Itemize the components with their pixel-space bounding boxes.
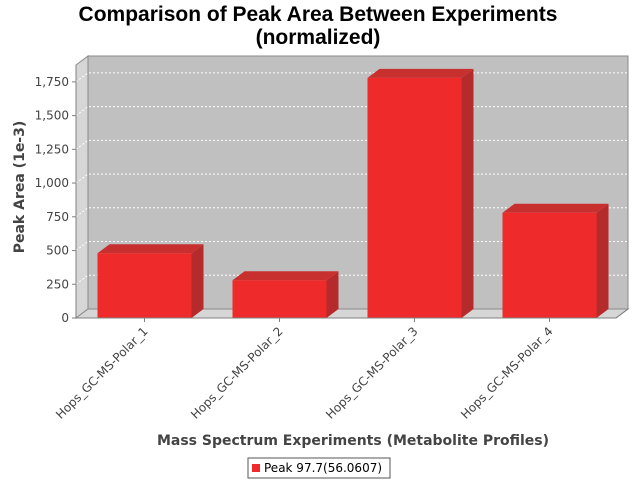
y-tick-label: 250 — [46, 277, 69, 291]
bar-top — [232, 271, 339, 281]
gridline — [75, 72, 628, 83]
bar-front — [502, 212, 597, 318]
bar-front — [97, 253, 192, 318]
bar-side — [596, 203, 609, 318]
legend-label: Peak 97.7(56.0607) — [264, 461, 382, 475]
y-axis: 0 250 500 750 1,000 1,250 1,500 1,750 — [35, 65, 77, 325]
gridline — [75, 106, 628, 116]
bars-group — [97, 68, 609, 318]
y-tick-label: 1,750 — [35, 75, 69, 89]
gridline — [75, 274, 628, 285]
bar-top — [367, 68, 474, 78]
chart-title-line-1: Comparison of Peak Area Between Experime… — [79, 3, 558, 26]
x-tick-label: Hops_GC-MS-Polar_3 — [323, 324, 421, 422]
bar-side — [191, 244, 204, 318]
x-axis-label: Mass Spectrum Experiments (Metabolite Pr… — [157, 433, 549, 449]
y-tick-label: 1,500 — [35, 109, 69, 123]
legend-box — [247, 457, 391, 479]
bar — [232, 271, 339, 318]
y-axis-label: Peak Area (1e-3) — [12, 121, 28, 254]
gridline — [75, 241, 628, 251]
bar — [97, 244, 204, 318]
bar-side — [461, 68, 474, 318]
x-axis: Hops_GC-MS-Polar_1 Hops_GC-MS-Polar_2 Hops… — [53, 308, 629, 422]
y-tick-label: 500 — [46, 244, 69, 258]
gridline — [75, 207, 628, 218]
x-tick-label: Hops_GC-MS-Polar_1 — [53, 324, 151, 422]
bar-top — [502, 203, 609, 213]
bar-front — [367, 77, 462, 318]
y-tick-label: 1,000 — [35, 176, 69, 190]
bar — [367, 68, 474, 318]
y-tick-label: 1,250 — [35, 142, 69, 156]
x-tick-label: Hops_GC-MS-Polar_2 — [188, 324, 286, 422]
bar-top — [97, 244, 204, 254]
y-tick-label: 750 — [46, 210, 69, 224]
bar-front — [232, 280, 327, 318]
bar — [502, 203, 609, 318]
y-tick-label: 0 — [61, 311, 69, 325]
bar-side — [326, 271, 339, 318]
x-tick-label: Hops_GC-MS-Polar_4 — [458, 324, 556, 422]
legend: Peak 97.7(56.0607) — [247, 457, 391, 479]
gridline — [75, 139, 628, 150]
chart-title-line-2: (normalized) — [256, 26, 381, 49]
legend-swatch — [252, 464, 260, 472]
plot-side-wall — [75, 55, 89, 319]
gridline — [75, 173, 628, 184]
